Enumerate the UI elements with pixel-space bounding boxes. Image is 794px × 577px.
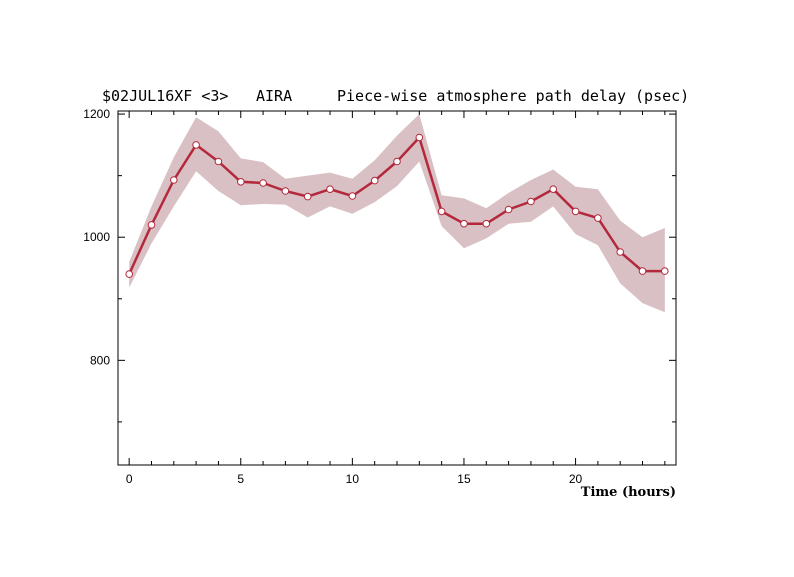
data-point-layer xyxy=(125,133,669,278)
data-point xyxy=(594,214,602,222)
x-tick-label: 15 xyxy=(457,472,471,486)
x-axis-ticks: 0 5 10 15 20 xyxy=(126,111,666,486)
y-tick-label: 800 xyxy=(90,353,110,367)
data-point xyxy=(326,185,334,193)
data-point xyxy=(214,157,223,166)
data-point xyxy=(415,133,424,142)
x-tick-label: 10 xyxy=(346,472,360,486)
data-point xyxy=(504,205,513,214)
chart-station-label: AIRA xyxy=(256,87,292,105)
data-point xyxy=(125,270,133,278)
data-point xyxy=(460,219,468,228)
data-point xyxy=(147,221,156,229)
chart-title: Piece-wise atmosphere path delay (psec) xyxy=(337,87,689,105)
y-tick-label: 1000 xyxy=(83,230,110,244)
data-point xyxy=(259,179,267,187)
x-tick-label: 0 xyxy=(126,472,133,486)
data-point xyxy=(192,141,200,149)
data-point xyxy=(170,176,178,184)
data-point xyxy=(616,248,625,256)
data-point xyxy=(348,192,357,200)
data-point xyxy=(281,187,290,195)
data-point xyxy=(661,267,669,275)
uncertainty-band xyxy=(129,114,665,313)
data-point xyxy=(237,178,245,186)
data-point xyxy=(370,176,379,185)
data-point xyxy=(571,207,580,216)
x-tick-label: 5 xyxy=(237,472,244,486)
data-point xyxy=(549,185,558,193)
data-point xyxy=(527,197,535,206)
chart-source-label: $02JUL16XF <3> xyxy=(102,87,228,105)
uncertainty-band-layer xyxy=(129,114,665,313)
data-point xyxy=(482,219,491,228)
x-tick-label: 20 xyxy=(569,472,583,486)
y-tick-label: 1200 xyxy=(83,107,110,121)
data-point xyxy=(437,207,446,216)
data-point xyxy=(393,157,401,166)
data-point xyxy=(638,267,647,275)
x-axis-label: Time (hours) xyxy=(581,485,676,500)
y-axis-ticks: 800 1000 1200 xyxy=(83,107,676,423)
data-point xyxy=(303,192,312,201)
